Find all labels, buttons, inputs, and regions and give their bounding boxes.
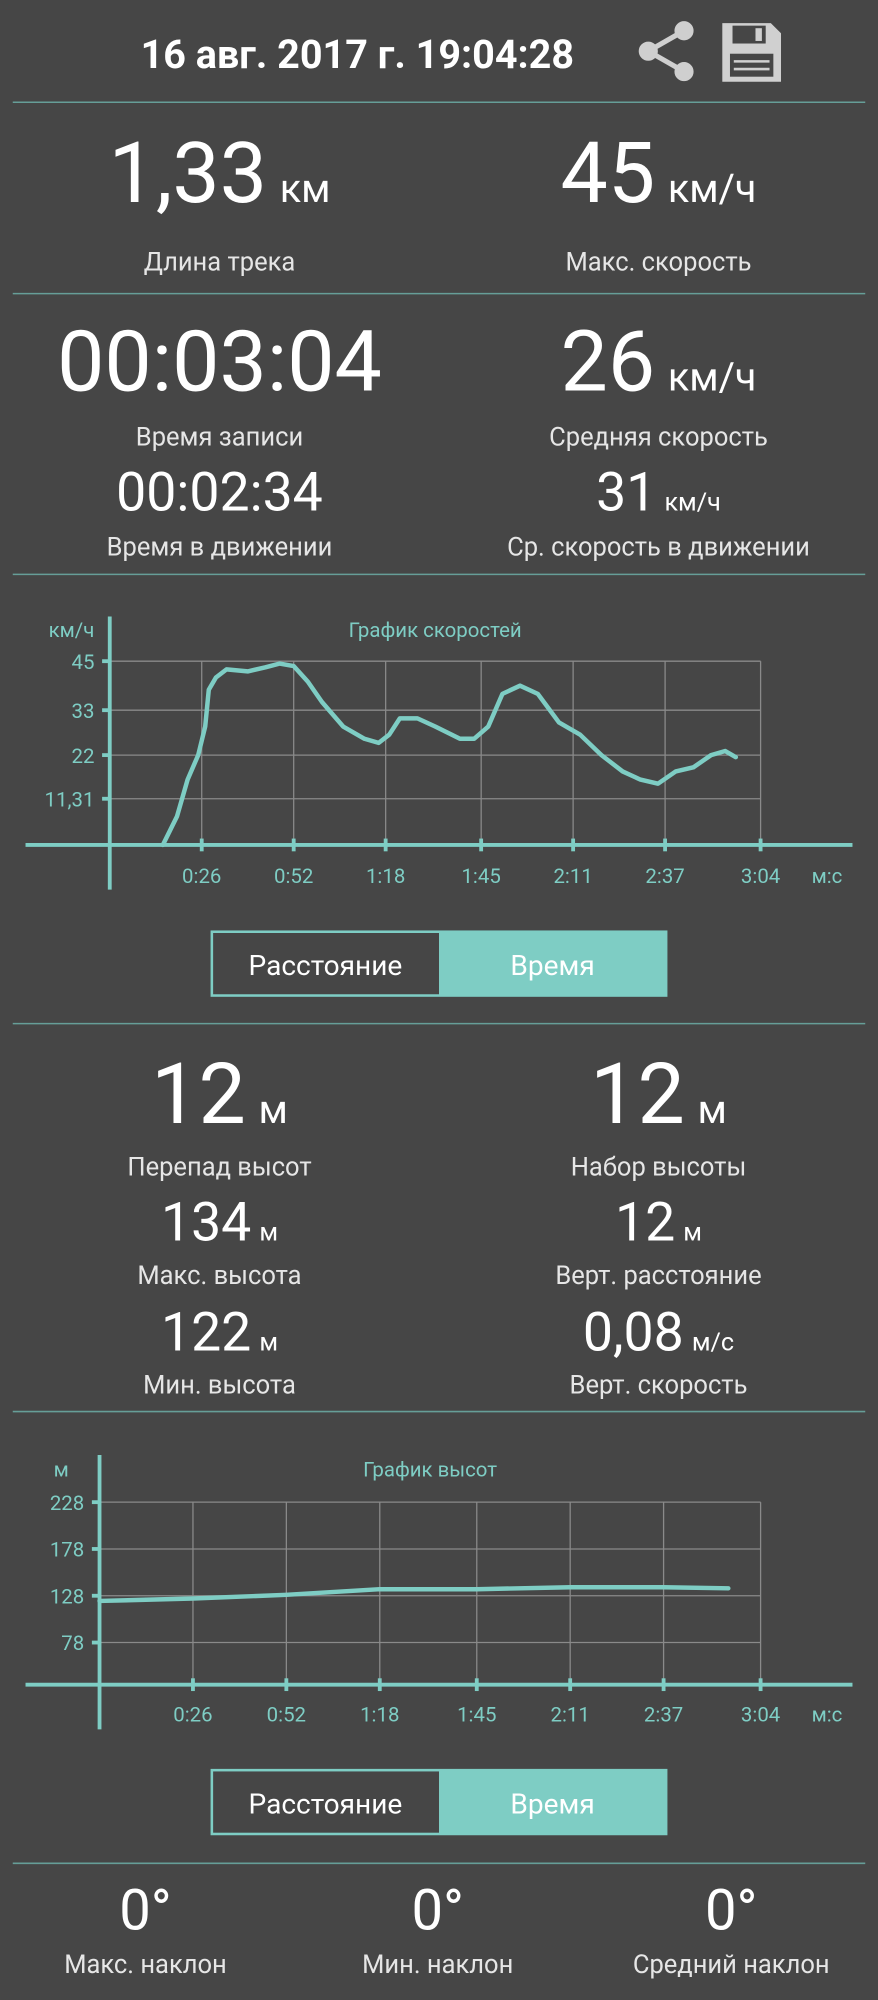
y-axis-label: км/ч xyxy=(49,618,95,642)
stat-label: Верт. расстояние xyxy=(555,1261,761,1291)
stat-label: Верт. скорость xyxy=(570,1371,748,1401)
x-tick-label: 2:11 xyxy=(551,1703,590,1727)
stat-number: 00:03:04 xyxy=(57,313,382,412)
stat-label: Макс. наклон xyxy=(64,1950,227,1980)
y-tick-label: 78 xyxy=(61,1631,84,1655)
data-line xyxy=(160,661,739,848)
stat-unit: м xyxy=(697,1086,726,1133)
stat-label: Макс. высота xyxy=(137,1261,301,1291)
x-tick-label: 0:52 xyxy=(267,1703,306,1727)
stat-label: Мин. наклон xyxy=(362,1950,513,1980)
stat-unit: м xyxy=(683,1219,702,1248)
x-tick-label: 2:37 xyxy=(645,864,684,888)
stat-label: Средний наклон xyxy=(633,1950,830,1980)
x-tick-label: 1:45 xyxy=(457,1703,496,1727)
stat-label: Перепад высот xyxy=(127,1152,311,1182)
stat-number: 00:02:34 xyxy=(116,462,323,525)
toggle-label[interactable]: Время xyxy=(510,1788,594,1821)
x-tick-label: 0:26 xyxy=(182,864,221,888)
y-tick-label: 228 xyxy=(50,1491,84,1515)
x-tick-label: 1:18 xyxy=(366,864,405,888)
y-tick-label: 22 xyxy=(71,744,94,768)
stat-value: 12 м xyxy=(151,1045,288,1144)
stat-value: 12 м xyxy=(590,1045,727,1144)
stat-value: 122 м xyxy=(161,1301,278,1364)
stat-number: 12 xyxy=(615,1192,675,1255)
stat-label: Время в движении xyxy=(107,532,333,562)
y-tick-label: 178 xyxy=(50,1538,84,1562)
stat-number: 31 xyxy=(596,462,656,525)
stat-number: 0° xyxy=(119,1878,172,1944)
stat-value: 0° xyxy=(705,1878,758,1944)
stat-label: Средняя скорость xyxy=(549,423,768,453)
x-tick-label: 0:26 xyxy=(173,1703,212,1727)
y-tick-label: 128 xyxy=(50,1584,84,1608)
stat-value: 00:02:34 xyxy=(116,462,323,525)
stat-unit: км/ч xyxy=(664,489,720,518)
stat-value: 00:03:04 xyxy=(57,313,382,412)
data-line xyxy=(97,1585,731,1604)
stat-number: 0,08 xyxy=(583,1301,684,1364)
stat-value: 0,08 м/с xyxy=(583,1301,734,1364)
stat-number: 12 xyxy=(151,1045,246,1144)
stat-label: Ср. скорость в движении xyxy=(507,532,810,562)
stat-number: 0° xyxy=(705,1878,758,1944)
stat-unit: км/ч xyxy=(668,165,757,212)
stat-label: Набор высоты xyxy=(571,1152,747,1182)
chart-title: График скоростей xyxy=(349,618,522,642)
stat-value: 45 км/ч xyxy=(561,124,757,223)
stat-label: Макс. скорость xyxy=(566,248,752,278)
date-title: 16 авг. 2017 г. 19:04:28 xyxy=(141,31,575,78)
toggle-label[interactable]: Расстояние xyxy=(249,949,403,982)
y-tick-label: 45 xyxy=(71,650,94,674)
x-tick-label: 3:04 xyxy=(741,864,781,888)
stat-unit: м xyxy=(258,1086,287,1133)
toggle-option-selected[interactable] xyxy=(439,1770,667,1834)
stat-number: 122 xyxy=(161,1301,251,1364)
stat-number: 45 xyxy=(561,124,656,223)
x-tick-label: 2:37 xyxy=(644,1703,683,1727)
stat-unit: м xyxy=(259,1328,278,1357)
stat-value: 12 м xyxy=(615,1192,702,1255)
stat-value: 1,33 км xyxy=(109,124,331,223)
stat-number: 26 xyxy=(561,313,656,412)
x-tick-label: 3:04 xyxy=(741,1703,781,1727)
toggle-label[interactable]: Расстояние xyxy=(249,1788,403,1821)
stat-label: Мин. высота xyxy=(143,1371,296,1401)
stat-value: 0° xyxy=(119,1878,172,1944)
stat-number: 0° xyxy=(411,1878,464,1944)
stat-unit: м/с xyxy=(692,1328,734,1357)
stat-value: 31 км/ч xyxy=(596,462,721,525)
save-icon[interactable] xyxy=(722,23,782,82)
toggle-label[interactable]: Время xyxy=(510,949,594,982)
stat-label: Время записи xyxy=(136,423,303,453)
stat-value: 0° xyxy=(411,1878,464,1944)
stat-number: 134 xyxy=(161,1192,251,1255)
x-axis-label: м:с xyxy=(812,864,843,888)
x-tick-label: 1:18 xyxy=(360,1703,399,1727)
x-tick-label: 2:11 xyxy=(553,864,592,888)
stat-value: 26 км/ч xyxy=(561,313,757,412)
toggle-option-selected[interactable] xyxy=(439,931,667,996)
y-axis-label: м xyxy=(54,1458,69,1482)
chart-title: График высот xyxy=(363,1458,497,1482)
stat-number: 1,33 xyxy=(109,124,268,223)
x-tick-label: 0:52 xyxy=(274,864,313,888)
stat-number: 12 xyxy=(590,1045,685,1144)
x-tick-label: 1:45 xyxy=(461,864,500,888)
stat-unit: км/ч xyxy=(668,354,757,401)
share-icon[interactable] xyxy=(638,21,694,82)
stat-unit: м xyxy=(259,1219,278,1248)
stat-value: 134 м xyxy=(161,1192,278,1255)
stat-label: Длина трека xyxy=(144,248,296,278)
x-axis-label: м:с xyxy=(812,1703,843,1727)
stat-unit: км xyxy=(280,165,331,212)
y-tick-label: 11,31 xyxy=(45,787,95,811)
y-tick-label: 33 xyxy=(71,699,94,723)
